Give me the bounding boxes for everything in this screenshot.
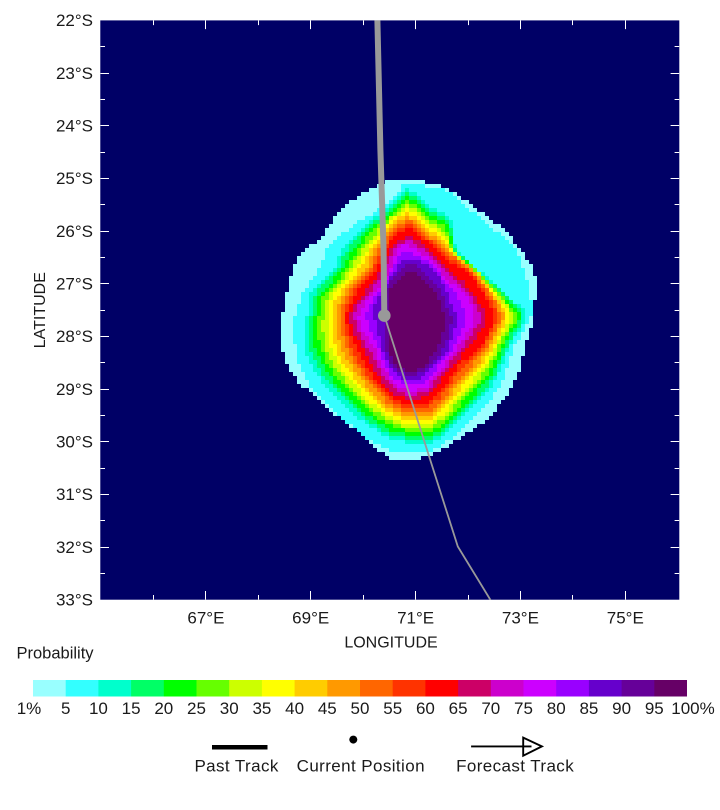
svg-text:55: 55 <box>383 699 402 718</box>
svg-text:50: 50 <box>351 699 370 718</box>
svg-text:33°S: 33°S <box>56 591 93 610</box>
svg-text:32°S: 32°S <box>56 538 93 557</box>
svg-text:26°S: 26°S <box>56 222 93 241</box>
svg-text:25°S: 25°S <box>56 169 93 188</box>
svg-text:90: 90 <box>612 699 631 718</box>
svg-text:75°E: 75°E <box>607 609 644 628</box>
svg-text:69°E: 69°E <box>292 609 329 628</box>
svg-text:85: 85 <box>579 699 598 718</box>
svg-text:67°E: 67°E <box>187 609 224 628</box>
svg-text:5: 5 <box>61 699 70 718</box>
svg-text:LONGITUDE: LONGITUDE <box>344 634 437 651</box>
svg-text:10: 10 <box>89 699 108 718</box>
svg-text:22°S: 22°S <box>56 11 93 30</box>
svg-text:80: 80 <box>547 699 566 718</box>
svg-text:60: 60 <box>416 699 435 718</box>
svg-text:45: 45 <box>318 699 337 718</box>
svg-text:73°E: 73°E <box>502 609 539 628</box>
svg-text:15: 15 <box>122 699 141 718</box>
svg-text:31°S: 31°S <box>56 485 93 504</box>
svg-text:23°S: 23°S <box>56 64 93 83</box>
svg-text:75: 75 <box>514 699 533 718</box>
svg-text:40: 40 <box>285 699 304 718</box>
svg-text:65: 65 <box>449 699 468 718</box>
svg-text:30: 30 <box>220 699 239 718</box>
svg-text:20: 20 <box>154 699 173 718</box>
svg-text:Past Track: Past Track <box>194 757 278 776</box>
svg-text:95: 95 <box>645 699 664 718</box>
svg-text:Forecast Track: Forecast Track <box>456 757 574 776</box>
svg-text:100%: 100% <box>671 699 714 718</box>
svg-text:Probability: Probability <box>17 645 95 663</box>
svg-text:LATITUDE: LATITUDE <box>32 272 49 348</box>
svg-text:28°S: 28°S <box>56 327 93 346</box>
svg-text:29°S: 29°S <box>56 380 93 399</box>
svg-text:25: 25 <box>187 699 206 718</box>
svg-text:27°S: 27°S <box>56 275 93 294</box>
svg-text:1%: 1% <box>17 699 42 718</box>
svg-text:30°S: 30°S <box>56 433 93 452</box>
svg-text:35: 35 <box>252 699 271 718</box>
svg-text:Current Position: Current Position <box>297 757 425 776</box>
svg-text:24°S: 24°S <box>56 117 93 136</box>
svg-text:71°E: 71°E <box>397 609 434 628</box>
svg-text:70: 70 <box>481 699 500 718</box>
